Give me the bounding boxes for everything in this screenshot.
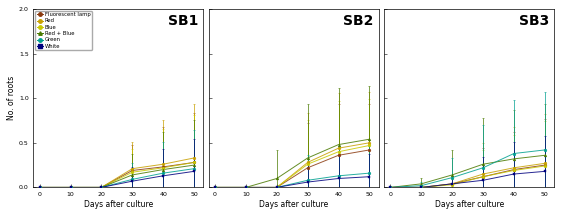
X-axis label: Days after culture: Days after culture [435,200,504,209]
Y-axis label: No. of roots: No. of roots [7,76,16,120]
Text: SB2: SB2 [343,14,374,28]
X-axis label: Days after culture: Days after culture [259,200,328,209]
Text: SB3: SB3 [519,14,549,28]
X-axis label: Days after culture: Days after culture [84,200,153,209]
Legend: Fluorescent lamp, Red, Blue, Red + Blue, Green, White: Fluorescent lamp, Red, Blue, Red + Blue,… [35,11,92,50]
Text: SB1: SB1 [168,14,198,28]
